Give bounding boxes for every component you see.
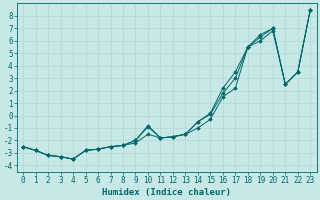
X-axis label: Humidex (Indice chaleur): Humidex (Indice chaleur) [102,188,231,197]
